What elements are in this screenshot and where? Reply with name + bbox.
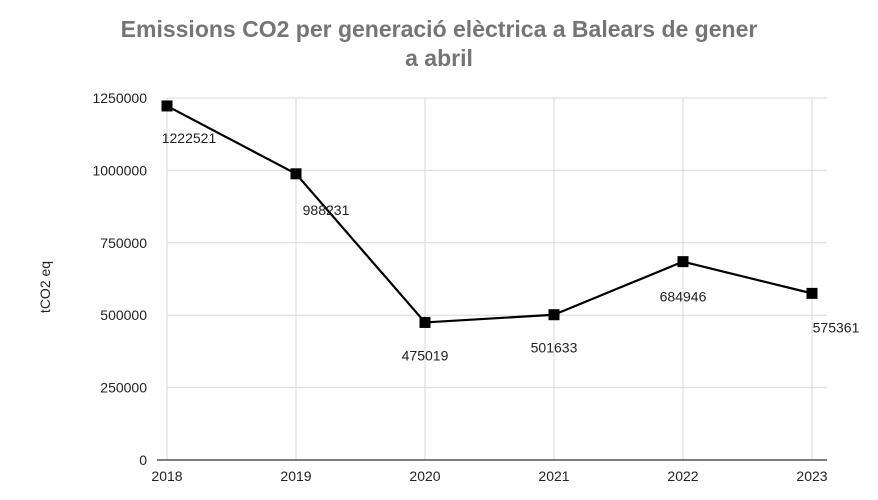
- x-tick-label: 2021: [538, 468, 569, 484]
- grid-lines: [166, 97, 827, 460]
- y-tick-label: 750000: [100, 235, 147, 251]
- x-tick-label: 2020: [409, 468, 440, 484]
- y-axis-label: tCO2 eq: [37, 261, 53, 313]
- tick-labels: 0 250000 500000 750000 1000000 1250000 2018 201…: [92, 90, 827, 484]
- y-tick-label: 1000000: [92, 162, 147, 178]
- data-point-marker: [419, 316, 431, 328]
- data-label: 575361: [813, 319, 860, 335]
- data-point-marker: [677, 256, 689, 268]
- data-label: 988231: [303, 202, 350, 218]
- data-labels: 1222521 988231 475019 501633 684946 575361: [162, 130, 860, 363]
- data-point-marker: [290, 168, 302, 180]
- y-tick-label: 0: [139, 452, 147, 468]
- series-line-layer: [161, 100, 818, 328]
- data-point-marker: [806, 287, 818, 299]
- data-label: 1222521: [162, 130, 217, 146]
- y-tick-label: 1250000: [92, 90, 147, 106]
- x-tick-label: 2023: [796, 468, 827, 484]
- y-tick-label: 250000: [100, 380, 147, 396]
- x-tick-label: 2022: [667, 468, 698, 484]
- y-tick-label: 500000: [100, 307, 147, 323]
- data-label: 684946: [660, 289, 707, 305]
- series-line: [166, 104, 813, 324]
- data-label: 475019: [402, 347, 449, 363]
- chart-title-line-1: Emissions CO2 per generació elèctrica a …: [121, 16, 758, 42]
- data-point-marker: [161, 100, 173, 112]
- x-tick-label: 2018: [151, 468, 182, 484]
- data-label: 501633: [531, 340, 578, 356]
- x-tick-label: 2019: [280, 468, 311, 484]
- chart-title-line-2: a abril: [405, 45, 473, 71]
- data-point-marker: [548, 309, 560, 321]
